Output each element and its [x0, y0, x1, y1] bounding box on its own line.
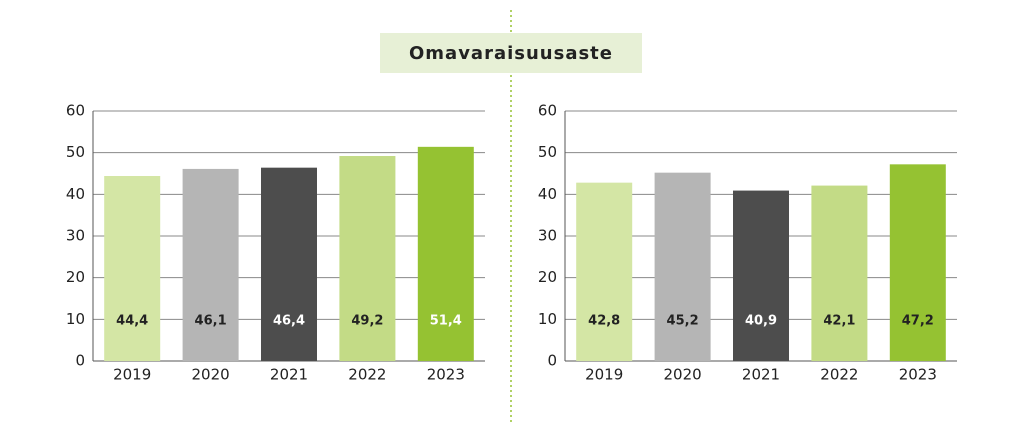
bar [104, 176, 161, 361]
bar [261, 167, 317, 361]
bar [889, 164, 946, 361]
y-tick-label: 50 [538, 143, 557, 161]
y-tick-label: 50 [66, 143, 85, 161]
data-label: 42,1 [823, 314, 855, 329]
y-tick-label: 0 [75, 352, 85, 370]
y-tick-label: 30 [538, 227, 557, 245]
x-tick-label: 2019 [113, 366, 151, 384]
y-tick-label: 40 [538, 185, 557, 203]
data-label: 40,9 [745, 314, 777, 329]
bar [811, 185, 868, 361]
data-label: 45,2 [667, 314, 699, 329]
bar [733, 190, 789, 361]
y-tick-label: 60 [66, 102, 85, 120]
x-tick-label: 2023 [899, 366, 937, 384]
x-tick-label: 2022 [820, 366, 858, 384]
data-label: 42,8 [588, 314, 620, 329]
x-tick-label: 2023 [427, 366, 465, 384]
bar [339, 156, 396, 361]
x-tick-label: 2021 [270, 366, 308, 384]
x-tick-label: 2020 [664, 366, 702, 384]
data-label: 44,4 [116, 314, 148, 329]
title-box [380, 33, 642, 73]
data-label: 46,1 [195, 314, 227, 329]
y-tick-label: 20 [538, 268, 557, 286]
bar [576, 182, 633, 361]
y-tick-label: 20 [66, 268, 85, 286]
y-tick-label: 10 [538, 310, 557, 328]
y-tick-label: 10 [66, 310, 85, 328]
y-tick-label: 30 [66, 227, 85, 245]
y-tick-label: 60 [538, 102, 557, 120]
data-label: 46,4 [273, 314, 305, 329]
bar [654, 172, 711, 361]
data-label: 49,2 [351, 314, 383, 329]
bar [417, 146, 474, 361]
y-tick-label: 0 [547, 352, 557, 370]
data-label: 51,4 [430, 314, 462, 329]
y-tick-label: 40 [66, 185, 85, 203]
x-tick-label: 2020 [192, 366, 230, 384]
x-tick-label: 2021 [742, 366, 780, 384]
bar [182, 168, 239, 361]
x-tick-label: 2019 [585, 366, 623, 384]
chart-title: Omavaraisuusaste [409, 43, 613, 64]
data-label: 47,2 [902, 314, 934, 329]
x-tick-label: 2022 [348, 366, 386, 384]
